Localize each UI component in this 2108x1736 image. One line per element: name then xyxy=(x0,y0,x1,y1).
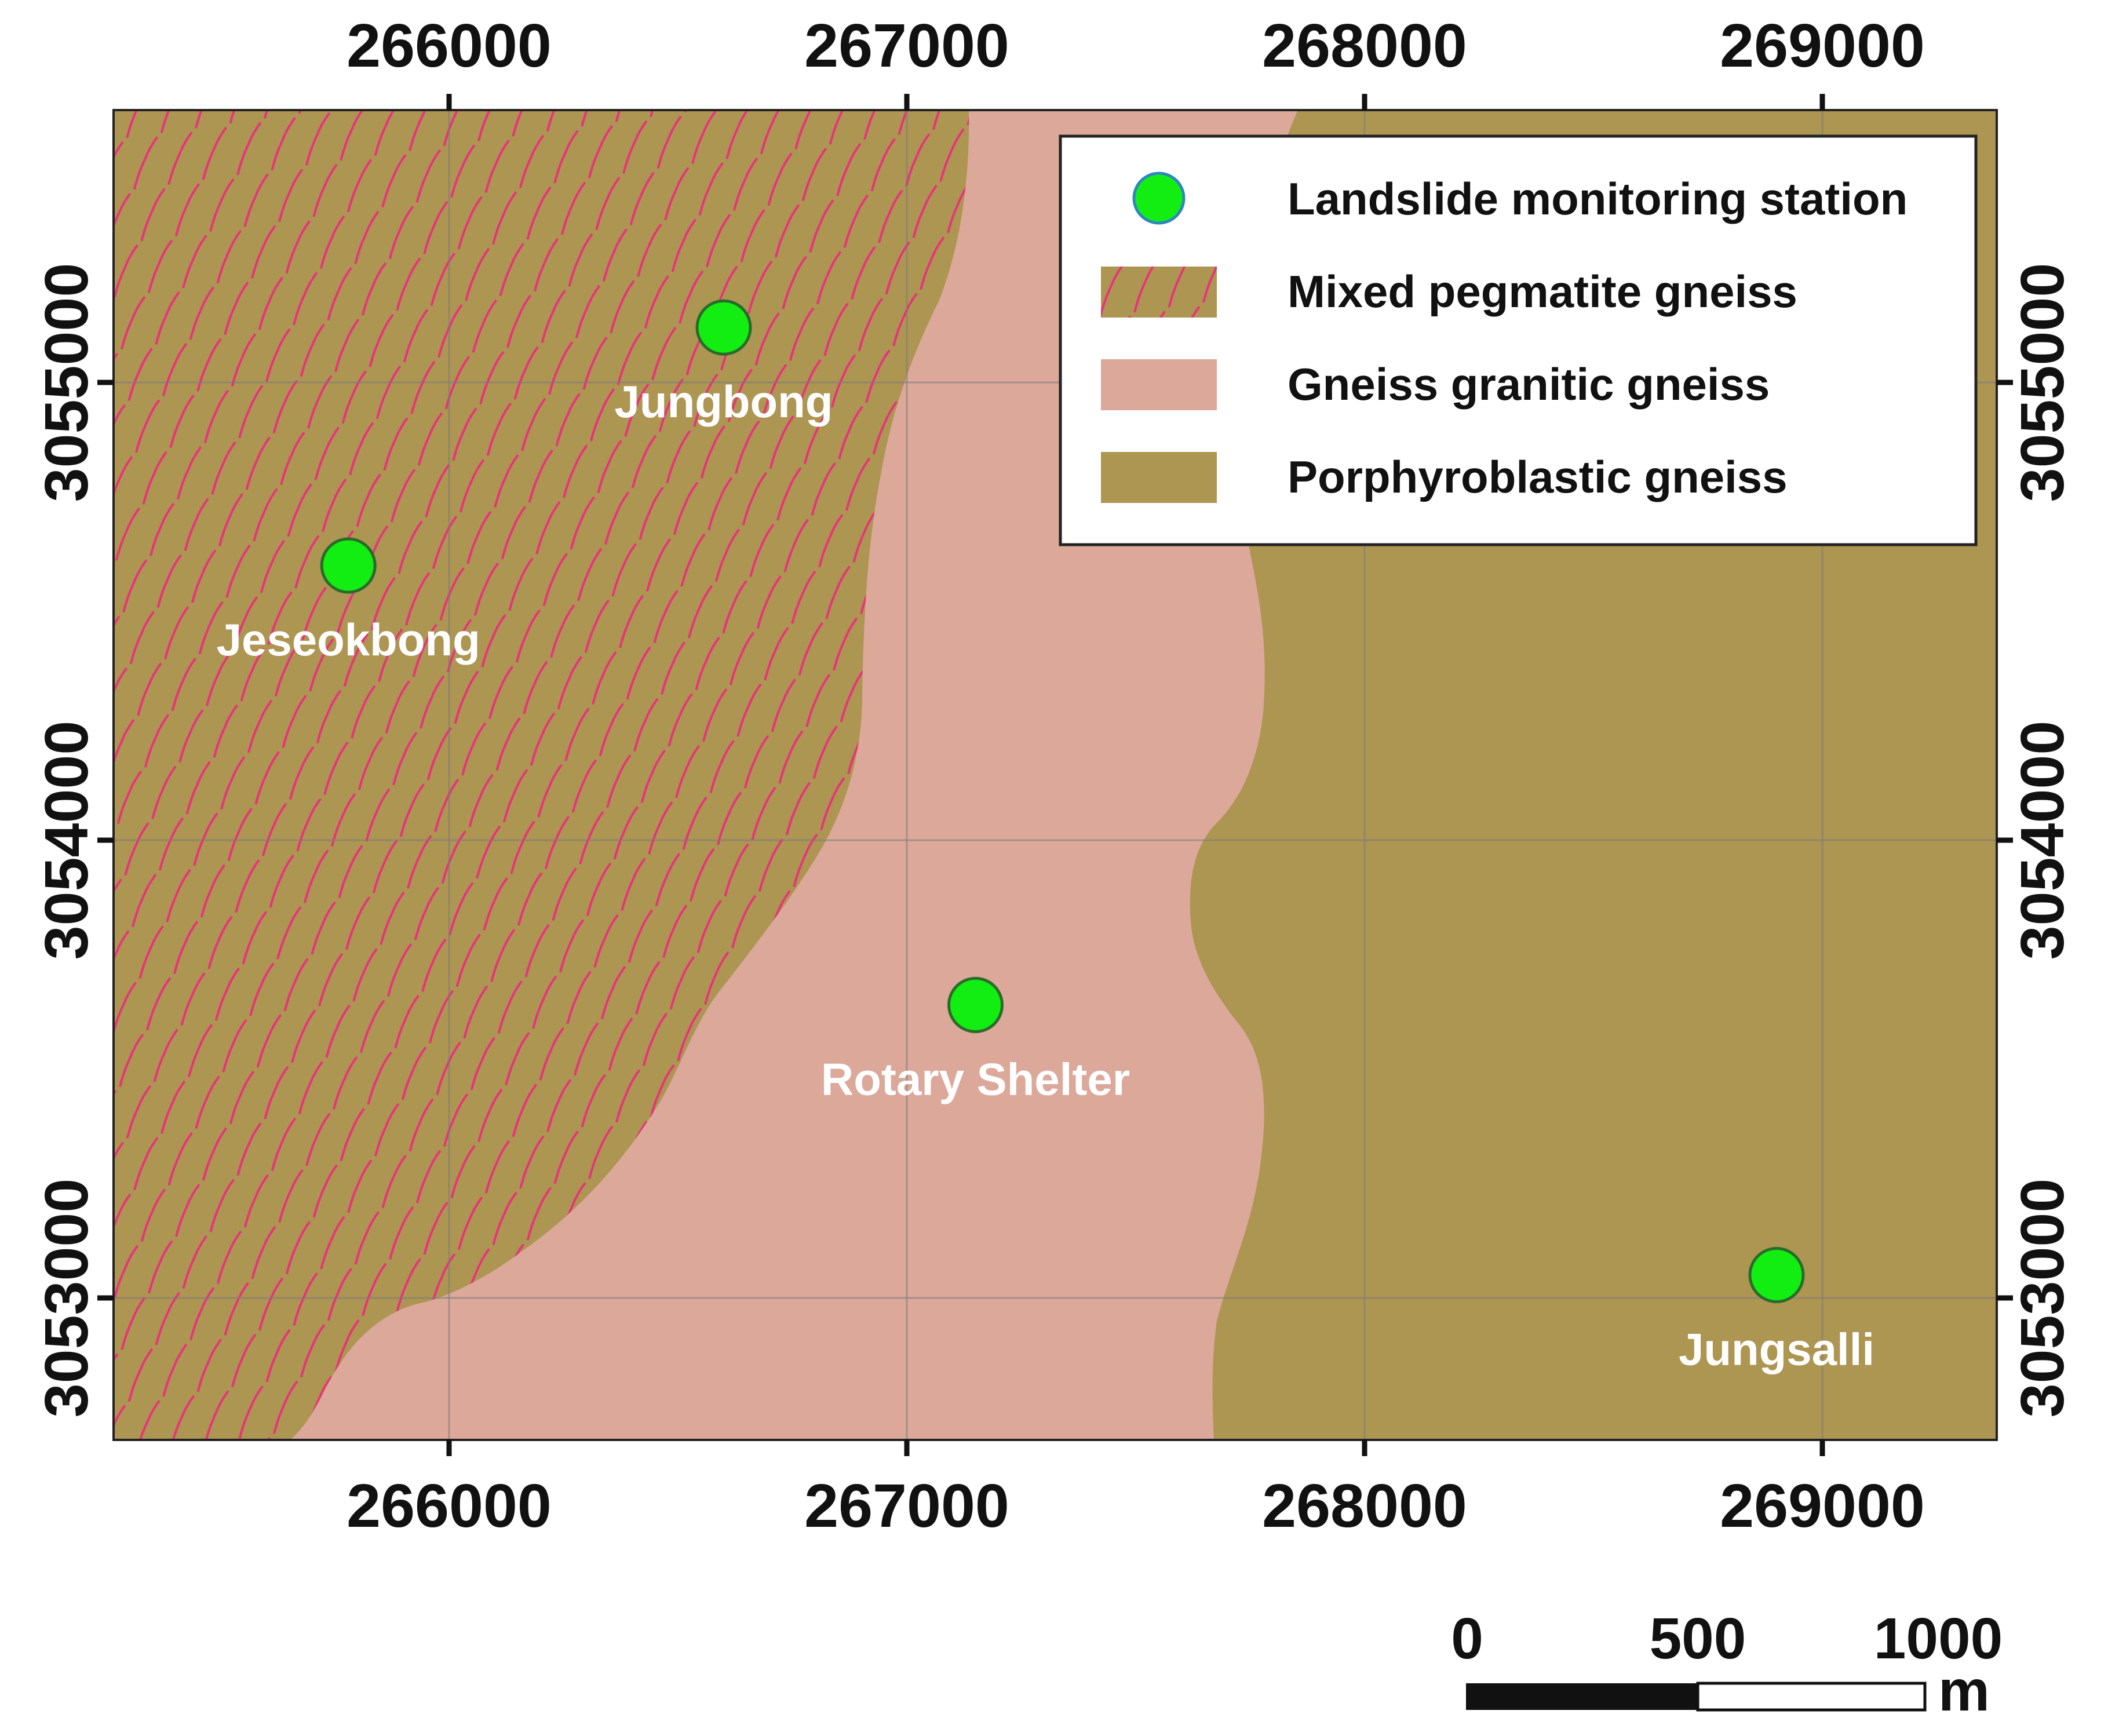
stations-layer: Jungbong Jeseokbong Rotary Shelter Jungsall… xyxy=(217,299,1874,1375)
station-label: Jungsalli xyxy=(1679,1324,1874,1375)
station-label: Rotary Shelter xyxy=(821,1053,1130,1104)
station-rotary-shelter: Rotary Shelter xyxy=(821,976,1130,1104)
scale-label-500: 500 xyxy=(1650,1606,1746,1671)
x-tick-label-bottom: 269000 xyxy=(1720,1472,1925,1540)
brown-swatch-icon xyxy=(1101,452,1217,503)
station-jeseokbong: Jeseokbong xyxy=(217,537,480,665)
granitic-gneiss-area xyxy=(290,110,1298,1440)
x-tick-label-top: 269000 xyxy=(1720,12,1925,80)
station-label: Jeseokbong xyxy=(217,614,480,665)
legend-label-porphyroblastic: Porphyroblastic gneiss xyxy=(1288,451,1788,502)
x-tick-label-bottom: 268000 xyxy=(1262,1472,1467,1540)
station-jungsalli: Jungsalli xyxy=(1679,1247,1874,1375)
scale-label-1000: 1000 xyxy=(1874,1606,2003,1671)
scale-bar-white-segment xyxy=(1696,1682,1927,1712)
pink-swatch-icon xyxy=(1101,359,1217,410)
legend-label-granitic: Gneiss granitic gneiss xyxy=(1288,359,1770,410)
map-frame xyxy=(112,109,1998,1441)
station-marker-icon xyxy=(320,537,377,594)
scale-bar-black-segment xyxy=(1466,1683,1698,1710)
station-circle-icon xyxy=(1132,172,1186,225)
y-tick-label-left: 3053000 xyxy=(32,1179,101,1418)
y-tick-label-right: 3054000 xyxy=(2008,721,2077,960)
x-tick-label-bottom: 267000 xyxy=(804,1472,1009,1540)
legend-label-pegmatite: Mixed pegmatite gneiss xyxy=(1288,266,1797,317)
axis-ticks xyxy=(97,94,2013,1456)
station-marker-icon xyxy=(1748,1247,1805,1303)
y-tick-label-left: 3054000 xyxy=(32,721,101,960)
x-tick-label-top: 268000 xyxy=(1262,12,1467,80)
scale-label-0: 0 xyxy=(1451,1606,1483,1671)
station-marker-icon xyxy=(947,976,1004,1033)
station-label: Jungbong xyxy=(615,376,833,427)
station-jungbong: Jungbong xyxy=(615,299,833,427)
y-tick-label-left: 3055000 xyxy=(32,263,101,502)
axis-tick-labels: 266000 266000 267000 267000 268000 268000 2690… xyxy=(32,12,2077,1540)
x-tick-label-top: 266000 xyxy=(347,12,552,80)
scale-bar: 0 500 1000 m xyxy=(1451,1606,2003,1723)
y-tick-label-right: 3053000 xyxy=(2008,1179,2077,1418)
legend: Landslide monitoring station Mixed pegma… xyxy=(1059,134,1978,546)
scale-unit: m xyxy=(1938,1658,1990,1723)
legend-label-station: Landslide monitoring station xyxy=(1288,173,1908,224)
y-tick-label-right: 3055000 xyxy=(2008,263,2077,502)
station-marker-icon xyxy=(695,299,752,356)
x-tick-label-top: 267000 xyxy=(804,12,1009,80)
x-tick-label-bottom: 266000 xyxy=(347,1472,552,1540)
